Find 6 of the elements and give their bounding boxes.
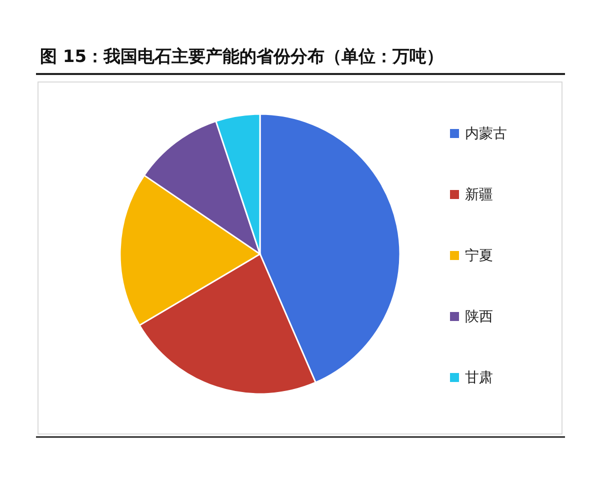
legend-label: 宁夏 [465,248,493,264]
chart-title: 图 15：我国电石主要产能的省份分布（单位：万吨） [40,47,444,67]
legend-label: 新疆 [465,187,493,203]
legend-label: 甘肃 [465,370,493,386]
legend-label: 内蒙古 [465,126,507,142]
legend-label: 陕西 [465,309,493,325]
